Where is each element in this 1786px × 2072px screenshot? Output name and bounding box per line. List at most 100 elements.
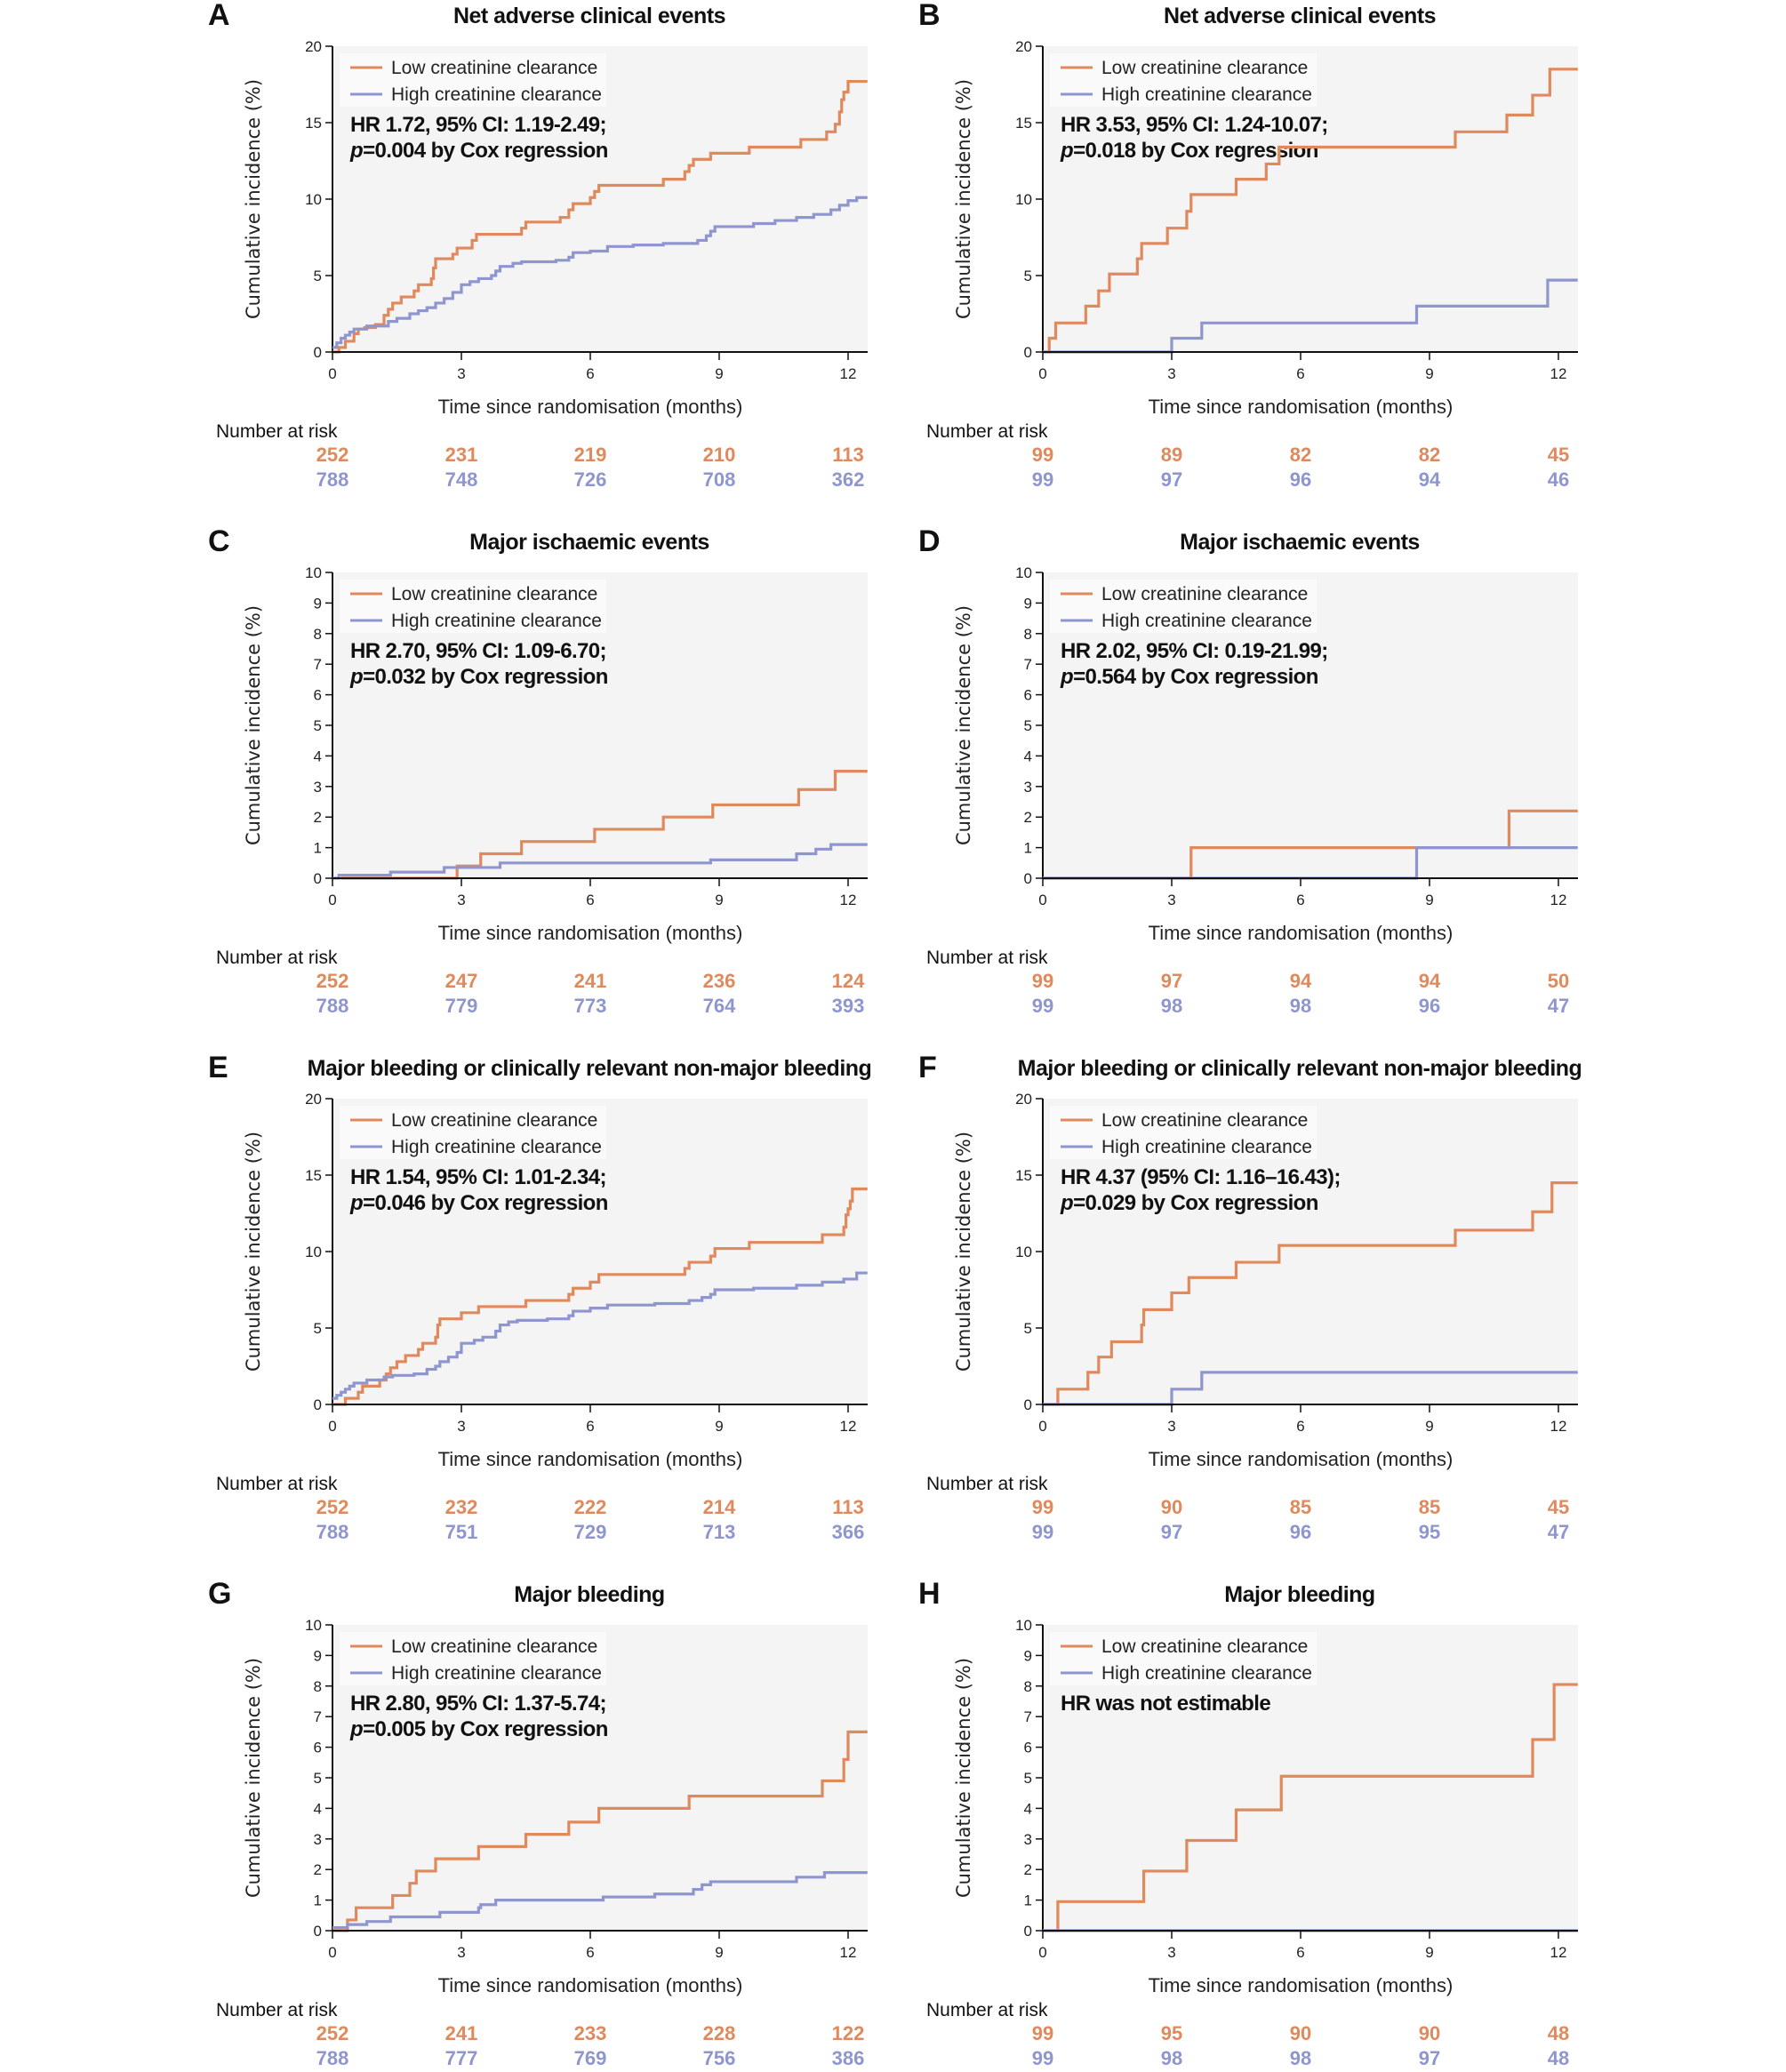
x-tick-label: 9 xyxy=(715,1418,723,1435)
x-tick-label: 3 xyxy=(457,1418,465,1435)
legend: Low creatinine clearance High creatinine … xyxy=(1050,580,1317,633)
x-tick-label: 9 xyxy=(1425,892,1433,908)
risk-count-high: 98 xyxy=(1161,995,1182,1017)
panel-title: Net adverse clinical events xyxy=(453,4,725,28)
legend-box xyxy=(1050,53,1317,107)
risk-count-low: 94 xyxy=(1290,970,1312,992)
risk-count-high: 726 xyxy=(574,468,607,491)
x-tick-label: 3 xyxy=(457,365,465,382)
legend: Low creatinine clearance High creatinine … xyxy=(1050,1632,1317,1685)
y-tick-label: 3 xyxy=(314,1831,322,1848)
risk-count-high: 48 xyxy=(1548,2047,1569,2069)
y-tick-label: 0 xyxy=(314,870,322,887)
risk-table-header: Number at risk xyxy=(216,1474,338,1494)
legend-label-low: Low creatinine clearance xyxy=(1101,1636,1308,1657)
panel-title: Major bleeding or clinically relevant no… xyxy=(308,1056,872,1081)
y-tick-label: 0 xyxy=(1024,344,1032,361)
x-tick-label: 6 xyxy=(1296,1418,1304,1435)
x-tick-label: 3 xyxy=(1167,365,1175,382)
y-tick-label: 15 xyxy=(1015,1167,1032,1184)
y-tick-label: 0 xyxy=(1024,1396,1032,1413)
y-tick-label: 20 xyxy=(1015,38,1032,55)
risk-count-low: 241 xyxy=(445,2022,478,2044)
y-tick-label: 7 xyxy=(1024,1708,1032,1725)
risk-count-low: 252 xyxy=(316,2022,349,2044)
y-tick-label: 10 xyxy=(305,1617,322,1634)
stat-line: p=0.046 by Cox regression xyxy=(349,1191,608,1215)
y-tick-label: 9 xyxy=(314,1647,322,1664)
panel-title: Net adverse clinical events xyxy=(1164,4,1436,28)
legend-box xyxy=(340,1632,606,1685)
risk-count-low: 95 xyxy=(1161,2022,1182,2044)
panel-title: Major bleeding or clinically relevant no… xyxy=(1018,1056,1582,1081)
risk-count-high: 769 xyxy=(574,2047,607,2069)
x-tick-label: 0 xyxy=(328,1418,336,1435)
y-tick-label: 8 xyxy=(1024,626,1032,643)
stat-line: HR 3.53, 95% CI: 1.24-10.07; xyxy=(1061,113,1328,137)
x-tick-label: 6 xyxy=(1296,1944,1304,1961)
y-tick-label: 10 xyxy=(1015,1617,1032,1634)
y-axis-label: Cumulative incidence (%) xyxy=(953,1132,974,1372)
x-axis-label: Time since randomisation (months) xyxy=(438,922,743,944)
risk-count-high: 96 xyxy=(1290,468,1311,491)
y-axis-label: Cumulative incidence (%) xyxy=(243,79,264,319)
y-tick-label: 4 xyxy=(314,1800,322,1817)
stat-line: p=0.004 by Cox regression xyxy=(349,139,608,163)
risk-table-header: Number at risk xyxy=(926,2000,1048,2020)
y-tick-label: 3 xyxy=(1024,1831,1032,1848)
x-tick-label: 0 xyxy=(328,892,336,908)
y-tick-label: 1 xyxy=(1024,1892,1032,1909)
risk-count-low: 85 xyxy=(1290,1496,1311,1518)
risk-count-low: 247 xyxy=(445,970,478,992)
risk-count-high: 788 xyxy=(316,2047,349,2069)
legend-label-high: High creatinine clearance xyxy=(391,84,602,105)
series-high xyxy=(332,1271,868,1400)
p-symbol: p xyxy=(349,665,363,689)
x-tick-label: 3 xyxy=(1167,892,1175,908)
risk-count-high: 764 xyxy=(703,995,736,1017)
p-symbol: p xyxy=(1060,665,1073,689)
series-high xyxy=(332,196,868,349)
x-axis-label: Time since randomisation (months) xyxy=(1149,396,1454,418)
risk-count-high: 756 xyxy=(703,2047,736,2069)
stat-text: HR 1.72, 95% CI: 1.19-2.49; xyxy=(350,113,606,137)
risk-count-high: 97 xyxy=(1161,1521,1182,1543)
stat-text: =0.005 by Cox regression xyxy=(363,1717,608,1741)
risk-count-high: 362 xyxy=(832,468,865,491)
risk-count-high: 97 xyxy=(1419,2047,1440,2069)
panel-a: A Net adverse clinical events 0 5 10 15 20 Cumu… xyxy=(208,0,868,491)
y-tick-label: 20 xyxy=(305,38,322,55)
y-axis-label: Cumulative incidence (%) xyxy=(243,1132,264,1372)
legend-label-low: Low creatinine clearance xyxy=(391,1110,597,1131)
legend: Low creatinine clearance High creatinine … xyxy=(340,580,606,633)
x-tick-label: 12 xyxy=(1550,365,1567,382)
risk-count-low: 45 xyxy=(1548,444,1569,466)
panel-letter: D xyxy=(918,524,941,558)
risk-count-high: 788 xyxy=(316,995,349,1017)
x-axis-label: Time since randomisation (months) xyxy=(438,396,743,418)
y-tick-label: 4 xyxy=(1024,748,1032,764)
stat-text: =0.046 by Cox regression xyxy=(363,1191,608,1215)
y-tick-label: 0 xyxy=(314,344,322,361)
y-tick-label: 7 xyxy=(1024,656,1032,673)
stat-text: =0.564 by Cox regression xyxy=(1073,665,1318,689)
risk-count-low: 252 xyxy=(316,444,349,466)
y-tick-label: 5 xyxy=(1024,717,1032,734)
y-tick-label: 10 xyxy=(305,1244,322,1260)
series-low xyxy=(332,1187,868,1406)
risk-count-low: 122 xyxy=(832,2022,865,2044)
x-axis-label: Time since randomisation (months) xyxy=(1149,1974,1454,1996)
risk-count-low: 219 xyxy=(574,444,607,466)
y-tick-label: 2 xyxy=(314,1861,322,1878)
risk-count-high: 99 xyxy=(1032,1521,1053,1543)
x-axis-label: Time since randomisation (months) xyxy=(1149,922,1454,944)
legend-box xyxy=(340,53,606,107)
p-symbol: p xyxy=(1060,139,1073,163)
legend-label-low: Low creatinine clearance xyxy=(1101,58,1308,78)
